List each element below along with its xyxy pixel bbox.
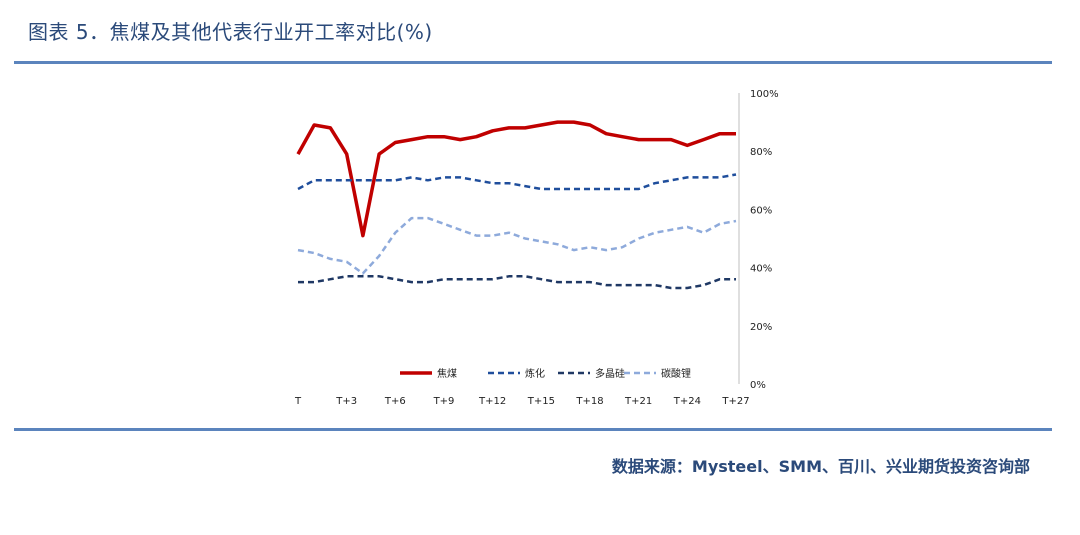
line-chart: 0% 20% 40% 60% 80% 100% T T+3 T+6 T+9 T+12 T+15 T+1… [294, 89, 779, 407]
legend: 焦煤 炼化 多晶硅 碳酸锂 [400, 367, 691, 380]
x-tick-label: T+12 [478, 396, 506, 407]
y-axis: 0% 20% 40% 60% 80% 100% [738, 89, 779, 391]
y-tick-label: 40% [750, 264, 772, 275]
x-tick-label: T+24 [673, 396, 701, 407]
top-divider [14, 61, 1052, 64]
series-line-0 [296, 120, 736, 238]
legend-label-1: 炼化 [525, 367, 545, 380]
series-line-1 [297, 173, 737, 191]
x-tick-label: T+15 [527, 396, 555, 407]
legend-label-2: 多晶硅 [595, 367, 625, 380]
legend-label-0: 焦煤 [437, 367, 457, 380]
y-tick-label: 100% [750, 89, 779, 100]
x-tick-label: T+18 [575, 396, 603, 407]
x-tick-label: T+27 [721, 396, 749, 407]
x-tick-label: T [294, 396, 302, 407]
bottom-divider [14, 428, 1052, 431]
x-tick-label: T+9 [433, 396, 455, 407]
series-lines [296, 120, 737, 290]
x-tick-label: T+21 [624, 396, 652, 407]
y-tick-label: 20% [750, 322, 772, 333]
series-line-3 [297, 216, 737, 275]
y-tick-label: 60% [750, 205, 772, 216]
y-tick-label: 0% [750, 380, 766, 391]
x-tick-label: T+3 [335, 396, 357, 407]
series-line-2 [298, 275, 736, 290]
source-note: 数据来源：Mysteel、SMM、百川、兴业期货投资咨询部 [611, 457, 1030, 476]
x-tick-label: T+6 [384, 396, 406, 407]
x-axis: T T+3 T+6 T+9 T+12 T+15 T+18 T+21 T+24 T+27 [294, 396, 750, 407]
y-tick-label: 80% [750, 147, 772, 158]
legend-label-3: 碳酸锂 [661, 367, 691, 380]
figure-title: 图表 5．焦煤及其他代表行业开工率对比(%) [28, 20, 433, 44]
